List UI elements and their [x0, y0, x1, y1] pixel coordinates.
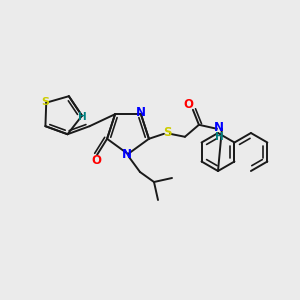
Text: S: S [163, 126, 171, 139]
Text: O: O [91, 154, 101, 167]
Text: N: N [122, 148, 132, 161]
Text: H: H [78, 112, 87, 122]
Text: O: O [183, 98, 193, 111]
Text: S: S [41, 97, 49, 107]
Text: N: N [136, 106, 146, 119]
Text: N: N [214, 121, 224, 134]
Text: H: H [214, 132, 223, 142]
